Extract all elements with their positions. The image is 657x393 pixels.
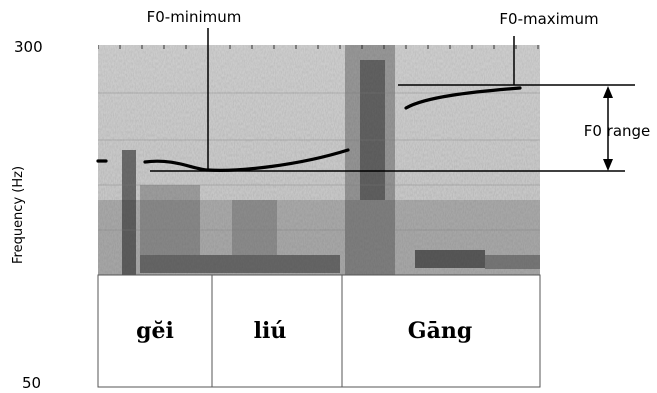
syllable-tier: gĕi liú Gāng [97,274,541,388]
y-max-label: 300 [14,38,43,56]
f0-maximum-label: F0-maximum [499,10,598,28]
y-min-label: 50 [22,374,41,392]
syllable-gang: Gāng [408,318,472,344]
y-axis-title: Frequency (Hz) [11,166,26,264]
reference-lines [150,28,635,172]
f0-minimum-label: F0-minimum [147,8,242,26]
f0-contour-segment-2 [143,148,350,172]
f0-range-arrow [603,86,613,171]
spectrogram [98,45,540,275]
f0-range-label: F0 range [584,122,651,140]
f0-contour [96,86,522,172]
syllable-gei: gĕi [136,318,174,344]
syllable-liu: liú [254,318,287,344]
f0-contour-segment-3 [404,86,522,110]
